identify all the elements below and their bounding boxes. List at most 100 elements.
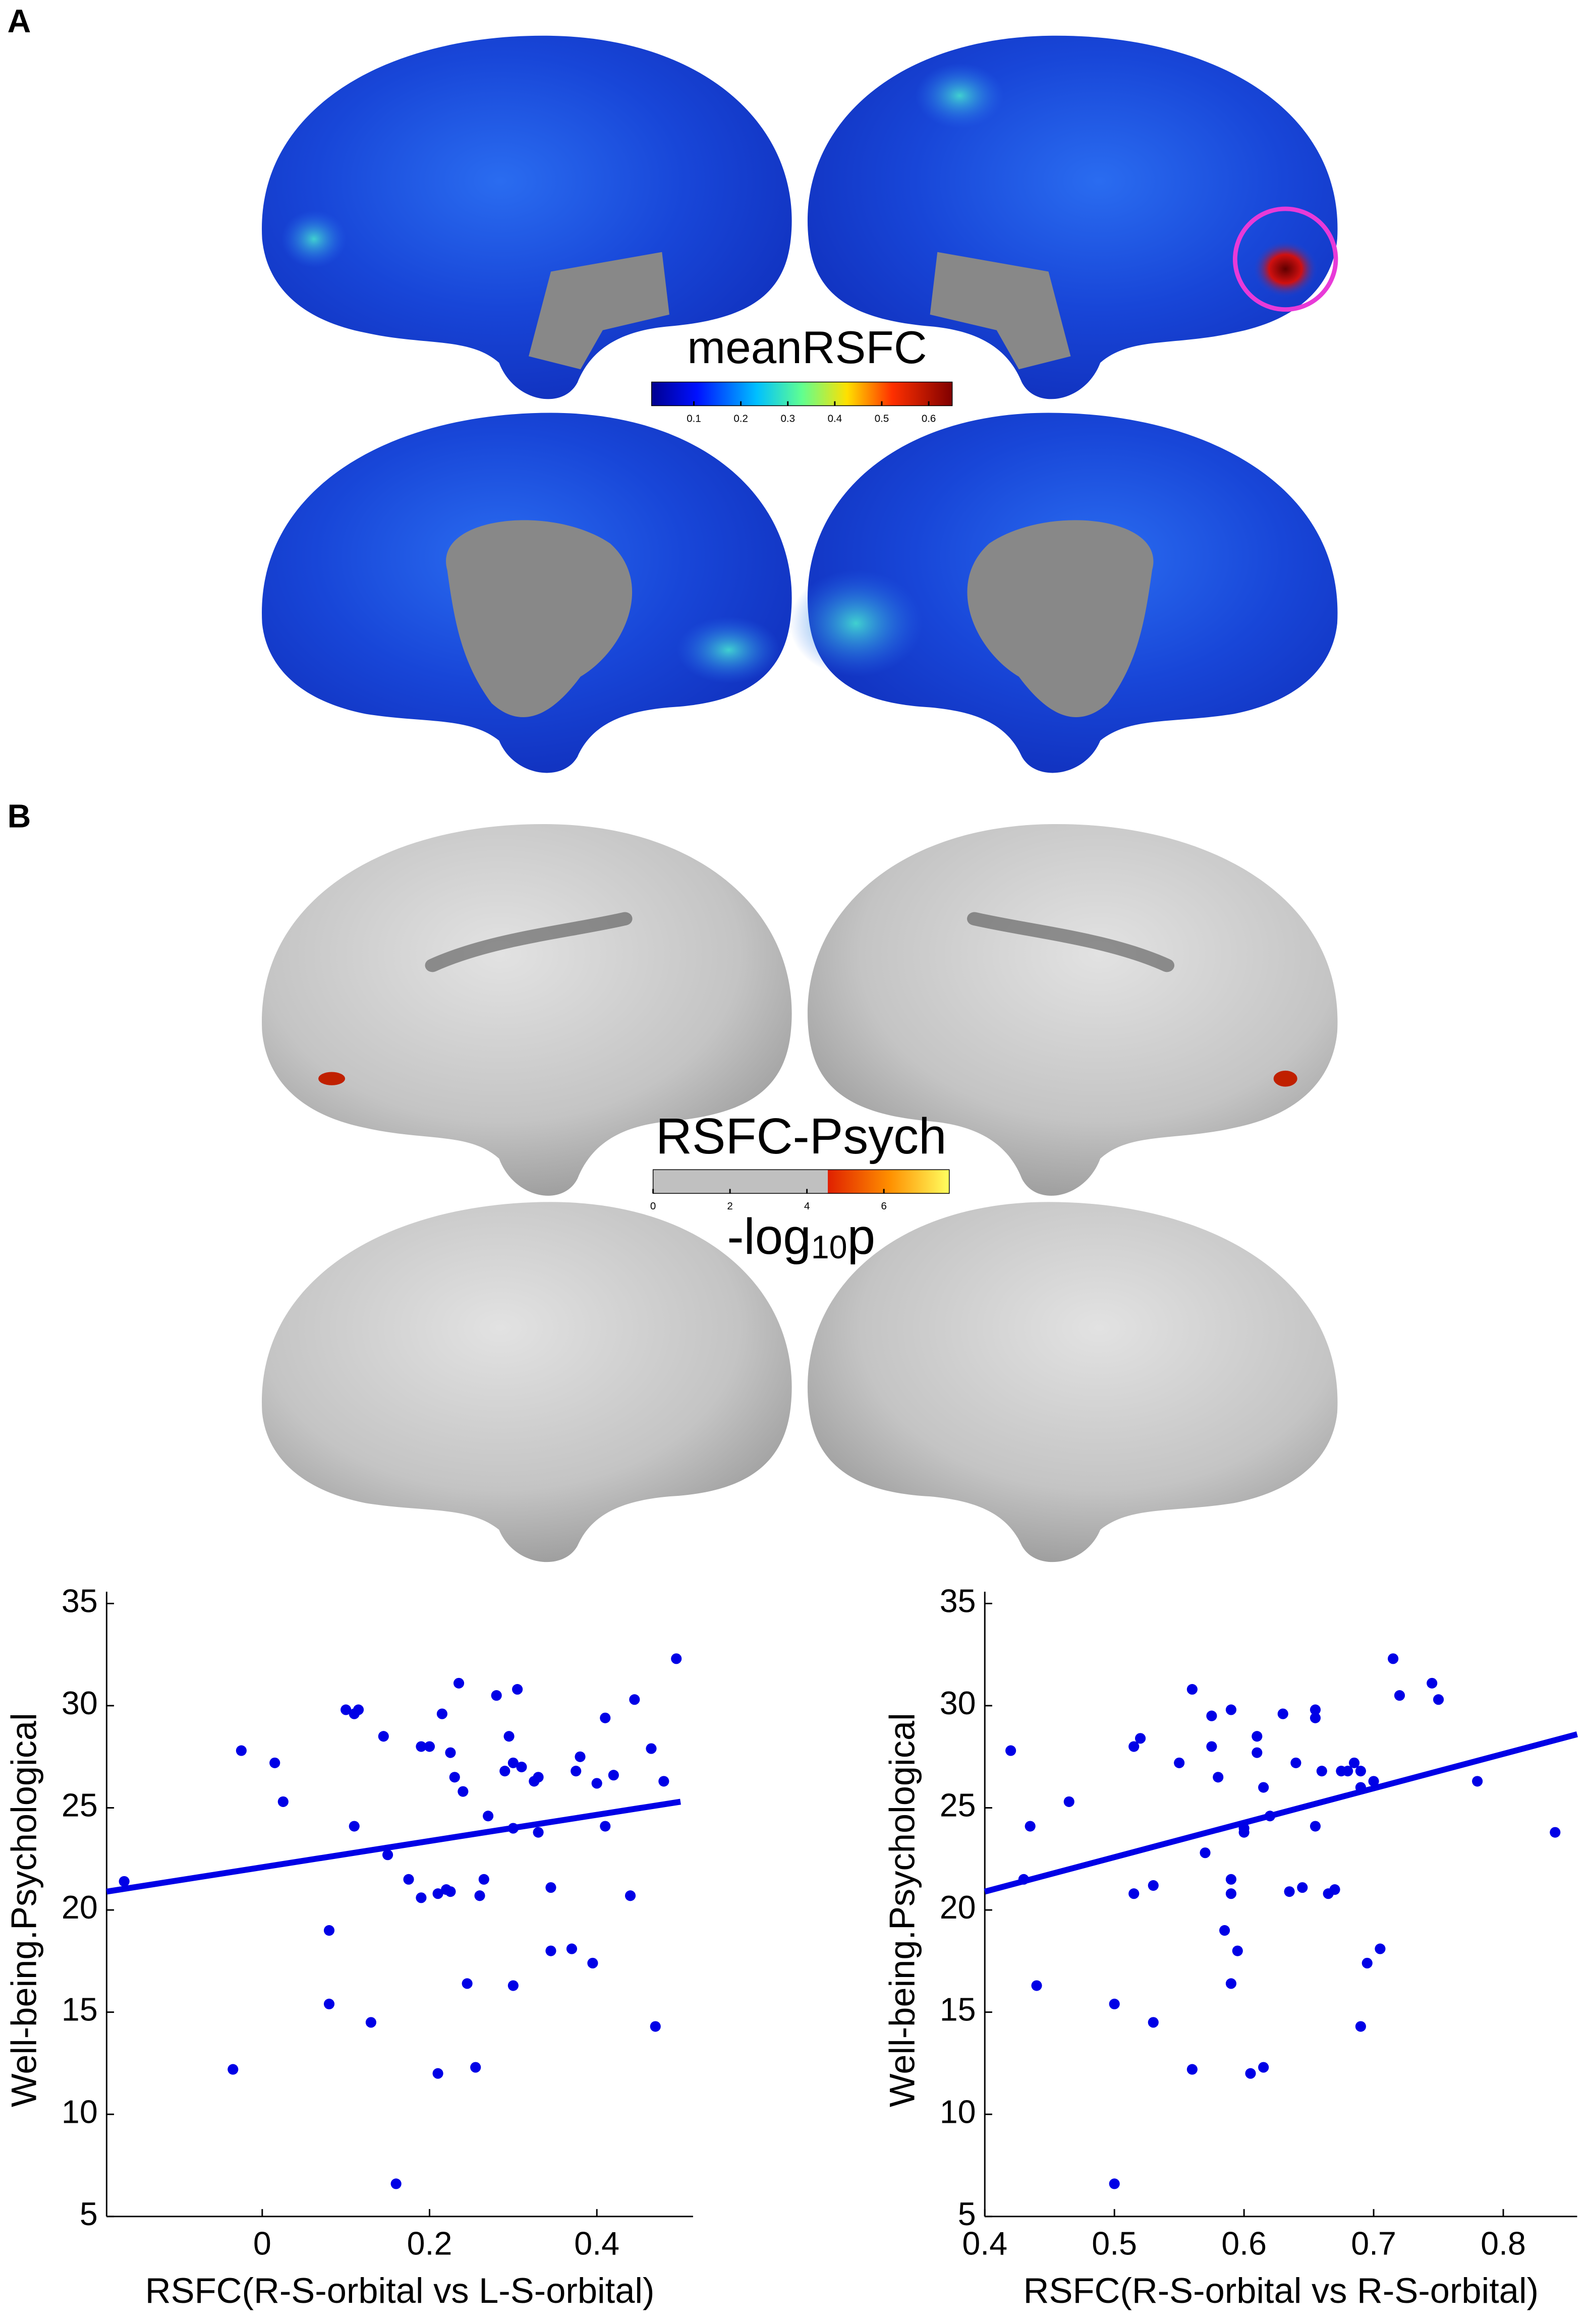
point <box>646 1743 657 1754</box>
point <box>600 1712 611 1723</box>
colorbar-tick-label: 0.4 <box>828 413 842 424</box>
y-axis-label: Well-being.Psychological <box>4 1713 43 2107</box>
point <box>1005 1745 1016 1756</box>
x-tick-label: 0 <box>253 2226 271 2262</box>
point <box>1342 1766 1353 1777</box>
point <box>382 1849 393 1861</box>
point <box>1206 1741 1217 1752</box>
point <box>650 2021 661 2032</box>
y-tick-label: 5 <box>958 2196 976 2232</box>
point <box>269 1757 280 1768</box>
point <box>1232 1945 1243 1956</box>
point <box>458 1786 469 1797</box>
point <box>1135 1733 1146 1744</box>
y-tick-label: 10 <box>940 2094 976 2130</box>
point <box>1225 1874 1237 1885</box>
point <box>349 1821 360 1832</box>
point <box>1225 1888 1237 1899</box>
point <box>499 1766 510 1777</box>
point <box>491 1690 502 1701</box>
point <box>629 1694 640 1705</box>
point <box>1031 1980 1042 1991</box>
y-tick-label: 35 <box>62 1583 98 1619</box>
point <box>507 1823 519 1834</box>
point <box>1258 1782 1269 1793</box>
colorbar-label: -log10p <box>727 1209 875 1265</box>
point <box>449 1772 460 1783</box>
point <box>1277 1708 1288 1719</box>
point <box>533 1772 544 1783</box>
point <box>390 2178 402 2189</box>
y-tick-label: 10 <box>62 2094 98 2130</box>
colorbar <box>652 1169 950 1194</box>
point <box>1025 1821 1036 1832</box>
brain-panel-b <box>262 824 1338 1562</box>
point <box>1348 1757 1360 1768</box>
point <box>587 1957 598 1969</box>
y-tick-label: 5 <box>80 2196 98 2232</box>
y-tick-label: 25 <box>62 1787 98 1824</box>
colorbar-tick-label: 0.1 <box>687 413 701 424</box>
point <box>1329 1884 1340 1895</box>
x-tick-label: 0.6 <box>1221 2226 1267 2262</box>
point <box>1128 1741 1140 1752</box>
point <box>503 1731 515 1742</box>
x-axis-label: RSFC(R-S-orbital vs L-S-orbital) <box>145 2271 655 2310</box>
point <box>483 1811 494 1822</box>
y-tick-label: 30 <box>940 1685 976 1721</box>
point <box>1128 1888 1140 1899</box>
point <box>478 1874 489 1885</box>
label-part: p <box>847 1209 876 1265</box>
point <box>323 1998 335 2010</box>
point <box>1225 1704 1237 1715</box>
point <box>1258 2062 1269 2073</box>
point <box>1472 1776 1483 1787</box>
y-tick-label: 35 <box>940 1583 976 1619</box>
point <box>507 1980 519 1991</box>
point <box>1290 1757 1301 1768</box>
point <box>1388 1653 1399 1664</box>
point <box>625 1890 636 1901</box>
point <box>533 1827 544 1838</box>
point <box>353 1704 364 1715</box>
point <box>571 1766 582 1777</box>
point <box>608 1770 619 1781</box>
point <box>1238 1827 1250 1838</box>
colorbar-tick-label: 2 <box>727 1200 732 1212</box>
point <box>236 1745 247 1756</box>
point <box>1206 1710 1217 1721</box>
point <box>591 1778 602 1789</box>
point <box>507 1757 519 1768</box>
fit-line <box>106 1798 681 1895</box>
colorbar-title: meanRSFC <box>687 322 927 373</box>
x-axis-label: RSFC(R-S-orbital vs R-S-orbital) <box>1024 2271 1539 2310</box>
point <box>378 1731 389 1742</box>
point <box>575 1751 586 1762</box>
point <box>1174 1757 1185 1768</box>
point <box>416 1892 427 1903</box>
point <box>1427 1677 1438 1689</box>
point <box>1368 1776 1379 1787</box>
colorbar-title: RSFC-Psych <box>656 1109 947 1165</box>
point <box>1109 2178 1120 2189</box>
point <box>1200 1847 1211 1858</box>
point <box>512 1684 523 1695</box>
point <box>1186 1684 1198 1695</box>
point <box>277 1796 289 1807</box>
colorbar-tick-label: 0.5 <box>875 413 889 424</box>
x-tick-label: 0.8 <box>1481 2226 1526 2262</box>
y-tick-label: 25 <box>940 1787 976 1824</box>
point <box>228 2064 239 2075</box>
x-tick-label: 0.5 <box>1092 2226 1137 2262</box>
label-part: -log <box>727 1209 811 1265</box>
colorbar-tick-label: 4 <box>804 1200 810 1212</box>
point <box>1394 1690 1405 1701</box>
point <box>516 1761 527 1773</box>
point <box>545 1882 556 1893</box>
y-tick-label: 20 <box>62 1889 98 1926</box>
panel-label: A <box>8 3 31 39</box>
colorbar-tick-label: 0 <box>650 1200 656 1212</box>
point <box>432 1888 443 1899</box>
point <box>1264 1811 1276 1822</box>
point <box>1213 1772 1224 1783</box>
